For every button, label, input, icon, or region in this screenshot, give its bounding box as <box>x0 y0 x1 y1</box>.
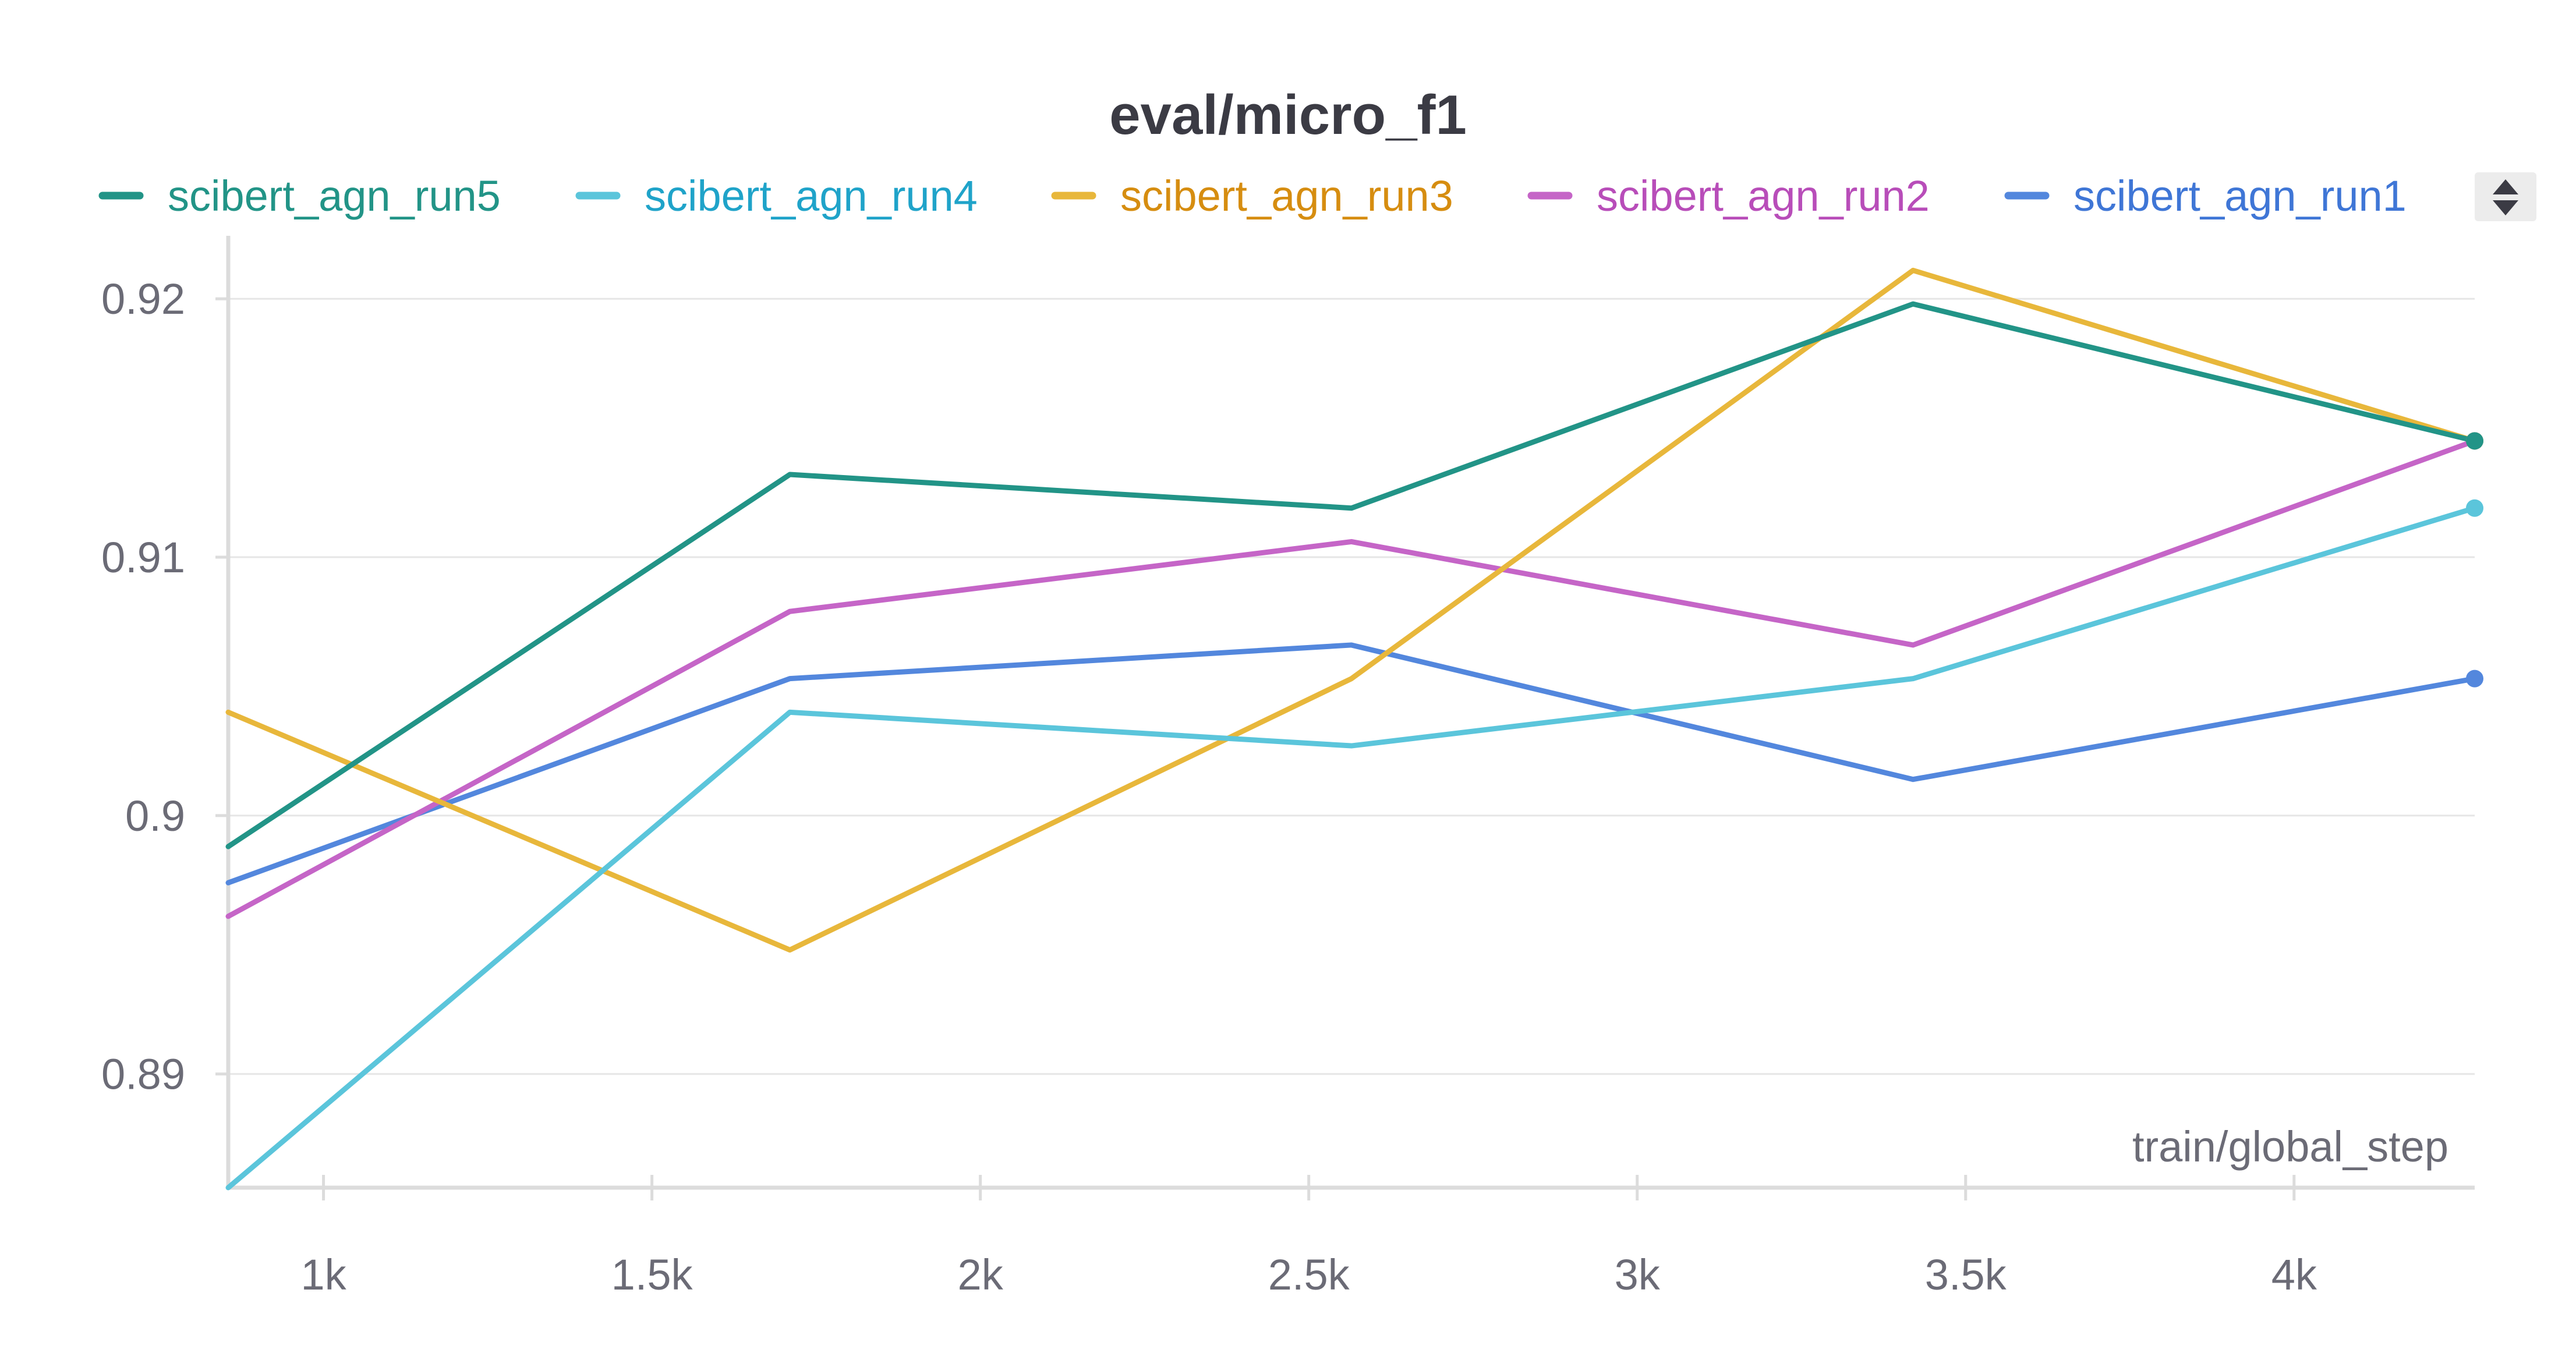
y-tick-label: 0.89 <box>101 1050 185 1099</box>
x-tick-label: 3k <box>1615 1251 1661 1299</box>
x-axis-label: train/global_step <box>2132 1122 2448 1171</box>
x-tick-label: 3.5k <box>1925 1251 2007 1299</box>
axes <box>226 236 2475 1190</box>
legend: scibert_agn_run5 scibert_agn_run4 scibert_… <box>98 172 2407 220</box>
x-tick-label: 1.5k <box>611 1251 693 1299</box>
legend-label-scibert_agn_run1: scibert_agn_run1 <box>2073 172 2407 220</box>
grid-lines <box>228 297 2475 1075</box>
x-axis-ticks: 1k 1.5k 2k 2.5k 3k 3.5k 4k <box>300 1175 2317 1299</box>
end-marker-scibert_agn_run1 <box>2466 670 2483 688</box>
x-tick-label: 1k <box>300 1251 346 1299</box>
end-marker-scibert_agn_run4 <box>2466 499 2483 517</box>
x-tick-label: 2.5k <box>1268 1251 1350 1299</box>
x-tick-label: 4k <box>2271 1251 2317 1299</box>
series-line-scibert_agn_run2 <box>225 438 2478 919</box>
end-markers <box>2466 432 2483 688</box>
legend-label-scibert_agn_run3: scibert_agn_run3 <box>1120 172 1453 220</box>
series-lines <box>225 267 2478 1191</box>
series-line-scibert_agn_run5 <box>225 301 2478 849</box>
y-tick-label: 0.91 <box>101 533 185 582</box>
x-tick-label: 2k <box>958 1251 1004 1299</box>
series-line-scibert_agn_run1 <box>225 642 2478 886</box>
y-tick-label: 0.9 <box>125 792 185 840</box>
legend-label-scibert_agn_run4: scibert_agn_run4 <box>645 172 978 220</box>
up-down-arrows-icon <box>2493 179 2518 215</box>
legend-scroll-button[interactable] <box>2475 172 2536 221</box>
series-line-scibert_agn_run4 <box>225 505 2478 1191</box>
legend-label-scibert_agn_run2: scibert_agn_run2 <box>1597 172 1930 220</box>
y-tick-label: 0.92 <box>101 275 185 323</box>
chart-title: eval/micro_f1 <box>1109 84 1467 146</box>
end-marker-scibert_agn_run5 <box>2466 432 2483 450</box>
legend-label-scibert_agn_run5: scibert_agn_run5 <box>168 172 501 220</box>
y-axis-ticks: 0.89 0.9 0.91 0.92 <box>101 275 228 1099</box>
